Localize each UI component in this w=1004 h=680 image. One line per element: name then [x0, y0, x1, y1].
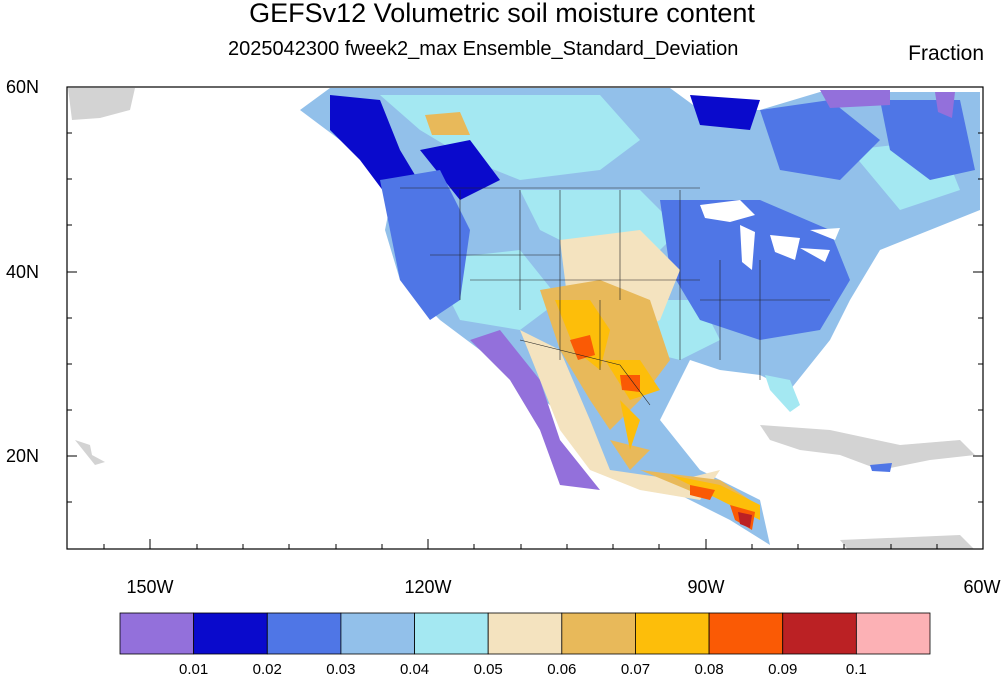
great-lakes [700, 200, 840, 270]
colorbar-label: 0.05 [474, 661, 503, 678]
lat-label-20n: 20N [6, 446, 39, 466]
colorbar-swatch [855, 612, 931, 655]
soil-moisture-field [68, 88, 980, 549]
colorbar-swatch [561, 612, 636, 655]
map-title: GEFSv12 Volumetric soil moisture content [249, 0, 755, 28]
colorbar-label: 0.04 [400, 661, 429, 678]
colorbar-label: 0.06 [547, 661, 576, 678]
lon-label-120w: 120W [404, 577, 451, 597]
field-dark-blue-zone [330, 95, 820, 310]
axis-ticks [67, 86, 984, 549]
florida [765, 375, 800, 412]
colorbar-swatch [119, 612, 195, 655]
colorbar-label: 0.08 [694, 661, 723, 678]
colorbar-swatch [708, 612, 784, 655]
colorbar-swatch [414, 612, 489, 655]
units-label: Fraction [908, 42, 984, 65]
colorbar-swatch [635, 612, 710, 655]
political-borders [400, 187, 830, 406]
lon-label-150w: 150W [126, 577, 173, 597]
colorbar-swatch [193, 612, 268, 655]
colorbar-label: 0.07 [621, 661, 650, 678]
colorbar-label: 0.01 [179, 661, 208, 678]
lon-label-90w: 90W [687, 577, 724, 597]
colorbar-swatch [782, 612, 857, 655]
colorbar-label: 0.09 [768, 661, 797, 678]
colorbar: 0.01 0.02 0.03 0.04 0.05 0.06 0.07 0.08 0.09 0.1 [119, 612, 931, 678]
map-subtitle: 2025042300 fweek2_max Ensemble_Standard_… [228, 38, 739, 60]
colorbar-swatch [340, 612, 415, 655]
lat-label-60n: 60N [6, 77, 39, 97]
colorbar-label: 0.1 [846, 661, 867, 678]
field-medium-blue-zone [380, 100, 975, 340]
colorbar-label: 0.02 [253, 661, 282, 678]
caribbean-blue [870, 463, 892, 472]
field-orange-zone [555, 300, 760, 520]
colorbar-swatch [487, 612, 563, 655]
lat-label-40n: 40N [6, 262, 39, 282]
colorbar-swatch [266, 612, 342, 655]
colorbar-label: 0.03 [326, 661, 355, 678]
field-dark-red-zone [738, 512, 752, 528]
field-red-zone [570, 335, 755, 530]
lon-label-60w: 60W [963, 577, 1000, 597]
